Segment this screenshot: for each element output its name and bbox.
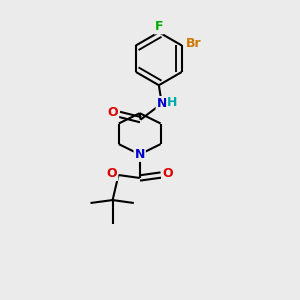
Text: N: N	[134, 148, 145, 161]
Text: Br: Br	[186, 37, 202, 50]
Text: H: H	[167, 95, 177, 109]
Text: O: O	[108, 106, 118, 119]
Text: F: F	[154, 20, 163, 33]
Text: N: N	[157, 97, 167, 110]
Text: O: O	[162, 167, 173, 180]
Text: O: O	[107, 167, 117, 180]
